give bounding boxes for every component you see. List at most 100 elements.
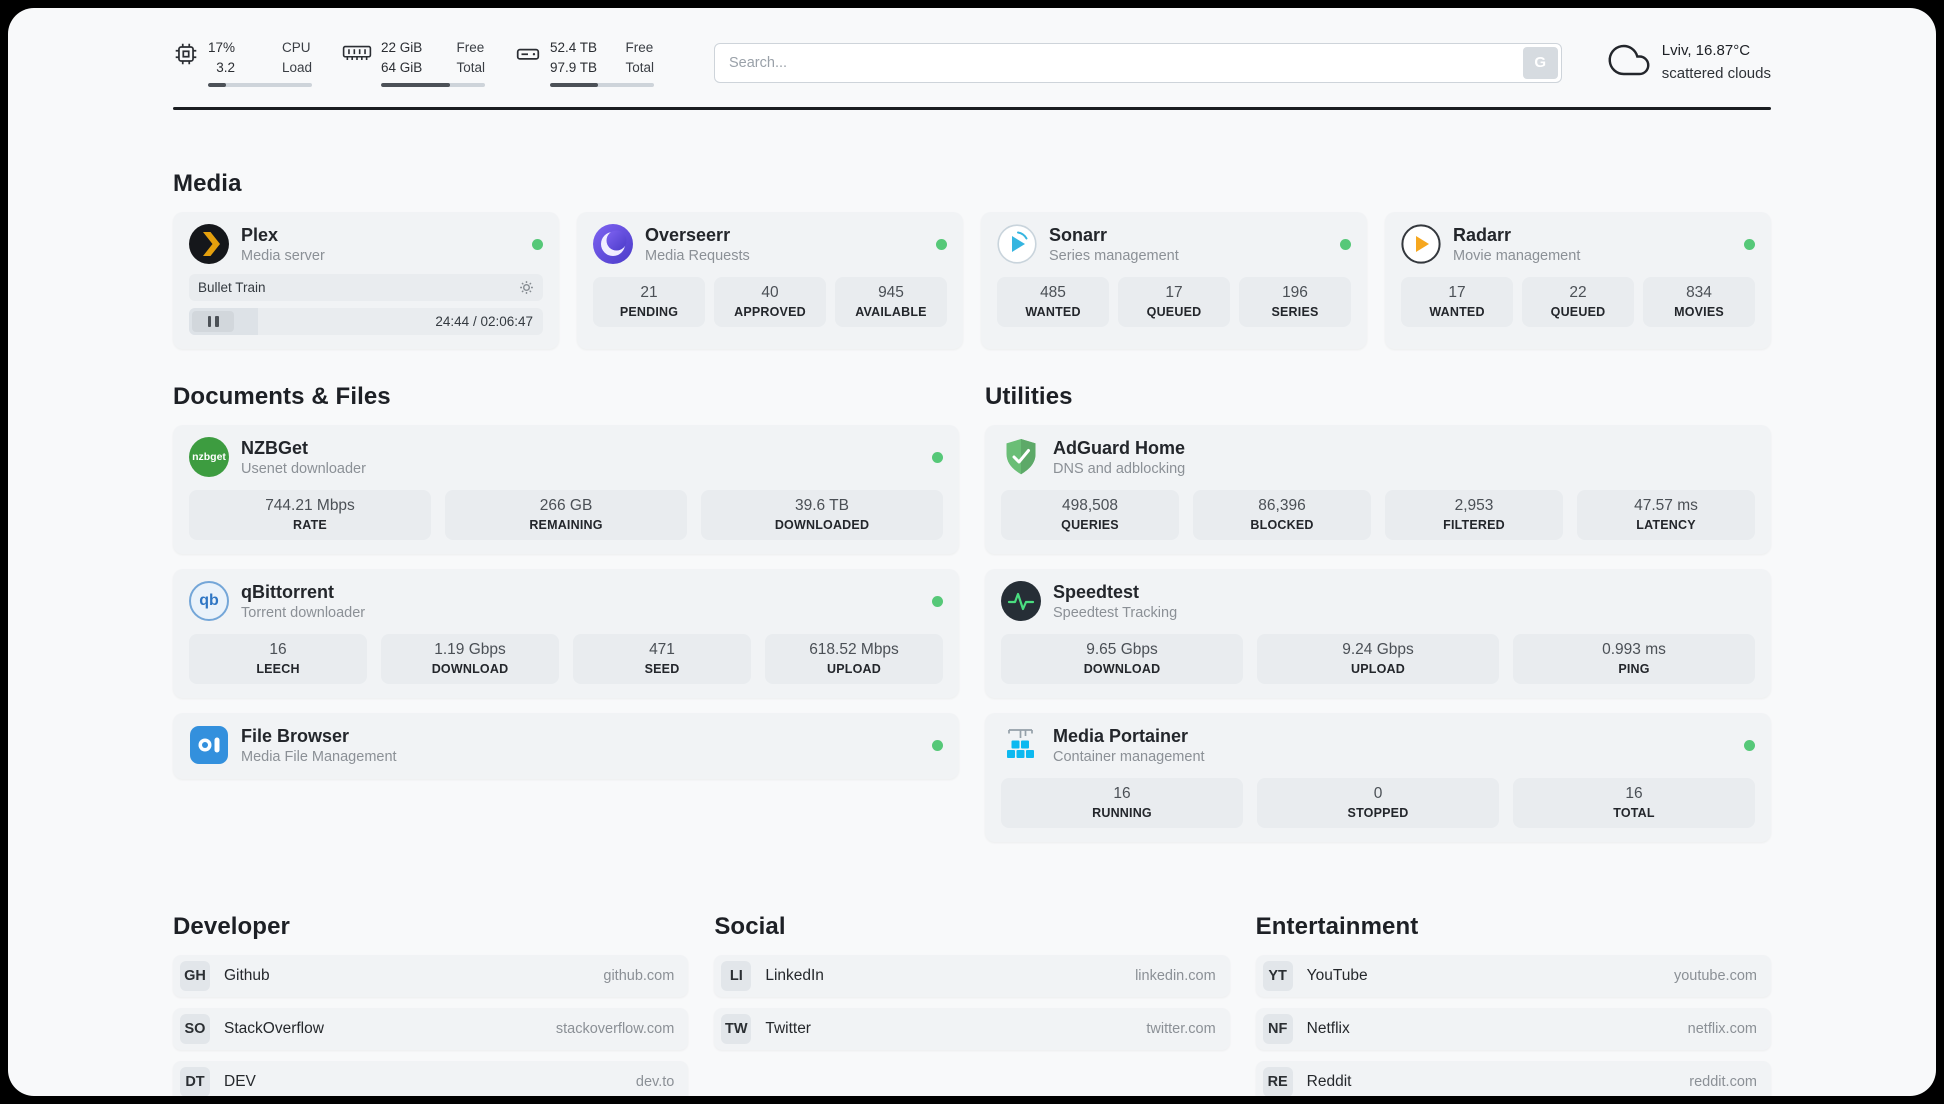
section-title-social: Social — [714, 913, 786, 941]
ram-free: 22 GiB — [381, 40, 423, 55]
app-card-nzbget[interactable]: nzbget NZBGet Usenet downloader 744.21 M… — [173, 425, 959, 555]
search-input[interactable] — [718, 54, 1523, 71]
bookmark-netflix[interactable]: NF Netflix netflix.com — [1255, 1008, 1771, 1051]
app-name: Plex — [241, 224, 279, 245]
plex-icon — [189, 224, 229, 265]
disk-icon — [515, 41, 541, 67]
header-divider — [173, 107, 1771, 111]
app-card-portainer[interactable]: Media Portainer Container management 16 R… — [985, 713, 1771, 843]
stat-downloaded: 39.6 TB DOWNLOADED — [701, 490, 943, 541]
stat-download: 9.65 Gbps DOWNLOAD — [1001, 634, 1243, 685]
dashboard-page: 17% 3.2 CPU Load — [8, 8, 1936, 1096]
stackoverflow-badge: SO — [180, 1014, 210, 1045]
stat-leech: 16 LEECH — [189, 634, 367, 685]
overseerr-icon — [593, 224, 633, 265]
filebrowser-icon — [189, 725, 229, 765]
app-subtitle: Container management — [1053, 748, 1205, 765]
stat-remaining: 266 GB REMAINING — [445, 490, 687, 541]
cpu-widget: 17% 3.2 CPU Load — [173, 38, 312, 88]
bookmark-stackoverflow[interactable]: SO StackOverflow stackoverflow.com — [173, 1008, 689, 1051]
stat-queued: 17 QUEUED — [1118, 277, 1230, 328]
reddit-badge: RE — [1262, 1067, 1293, 1096]
bookmark-github[interactable]: GH Github github.com — [173, 955, 689, 998]
disk-free: 52.4 TB — [550, 40, 598, 55]
app-card-qbittorrent[interactable]: qb qBittorrent Torrent downloader 16 LEEC… — [173, 569, 959, 699]
pause-button[interactable] — [192, 311, 234, 333]
portainer-icon — [1001, 725, 1041, 765]
stat-available: 945 AVAILABLE — [835, 277, 947, 328]
player-progress-bar[interactable]: 24:44 / 02:06:47 — [189, 308, 543, 336]
cpu-progress-bar — [208, 83, 312, 88]
stat-download: 1.19 Gbps DOWNLOAD — [381, 634, 559, 685]
player-time: 24:44 / 02:06:47 — [435, 314, 533, 330]
weather-location-temp: Lviv, 16.87°C — [1661, 42, 1751, 60]
app-card-sonarr[interactable]: Sonarr Series management 485 WANTED 17 QUE… — [981, 212, 1367, 350]
app-name: Sonarr — [1049, 224, 1108, 245]
bookmark-youtube[interactable]: YT YouTube youtube.com — [1255, 955, 1771, 998]
twitter-badge: TW — [721, 1014, 752, 1045]
ram-progress-bar — [381, 83, 485, 88]
cloud-icon — [1608, 39, 1650, 86]
status-dot — [932, 595, 943, 607]
app-subtitle: DNS and adblocking — [1053, 460, 1186, 477]
app-card-radarr[interactable]: Radarr Movie management 17 WANTED 22 QUEUE… — [1385, 212, 1771, 350]
ram-total-label: Total — [456, 59, 485, 75]
stat-seed: 471 SEED — [573, 634, 751, 685]
section-title-documents: Documents & Files — [173, 383, 391, 411]
app-subtitle: Media Requests — [645, 247, 750, 264]
stat-total: 16 TOTAL — [1513, 778, 1755, 829]
stat-queued: 22 QUEUED — [1522, 277, 1634, 328]
disk-progress-bar — [550, 83, 654, 88]
app-card-overseerr[interactable]: Overseerr Media Requests 21 PENDING 40 APP… — [577, 212, 963, 350]
app-subtitle: Torrent downloader — [241, 604, 366, 621]
app-card-filebrowser[interactable]: File Browser Media File Management — [173, 713, 959, 780]
app-subtitle: Speedtest Tracking — [1053, 604, 1178, 621]
cpu-label: CPU — [281, 40, 311, 55]
search-engine-button[interactable]: G — [1522, 46, 1558, 79]
stat-blocked: 86,396 BLOCKED — [1193, 490, 1371, 541]
stat-queries: 498,508 QUERIES — [1001, 490, 1179, 541]
ram-icon — [342, 41, 372, 65]
bookmark-linkedin[interactable]: LI LinkedIn linkedin.com — [714, 955, 1230, 998]
stat-filtered: 2,953 FILTERED — [1385, 490, 1563, 541]
stat-series: 196 SERIES — [1239, 277, 1351, 328]
stat-pending: 21 PENDING — [593, 277, 705, 328]
app-name: Radarr — [1453, 224, 1512, 245]
app-card-speedtest[interactable]: Speedtest Speedtest Tracking 9.65 Gbps DO… — [985, 569, 1771, 699]
bookmark-twitter[interactable]: TW Twitter twitter.com — [714, 1008, 1230, 1051]
now-playing-widget: Bullet Train 24:44 / 02:06:47 — [189, 274, 543, 336]
app-name: qBittorrent — [241, 581, 334, 602]
disk-total-label: Total — [625, 59, 654, 75]
disk-free-label: Free — [625, 40, 654, 55]
stat-latency: 47.57 ms LATENCY — [1577, 490, 1755, 541]
app-subtitle: Series management — [1049, 247, 1179, 264]
stat-wanted: 485 WANTED — [997, 277, 1109, 328]
qbittorrent-icon: qb — [189, 581, 229, 622]
cpu-icon — [173, 41, 199, 67]
dev-badge: DT — [180, 1067, 210, 1096]
stat-wanted: 17 WANTED — [1401, 277, 1513, 328]
ram-total: 64 GiB — [381, 59, 423, 75]
app-name: AdGuard Home — [1053, 437, 1186, 458]
app-subtitle: Media File Management — [241, 748, 397, 765]
app-card-adguard[interactable]: AdGuard Home DNS and adblocking 498,508 Q… — [985, 425, 1771, 555]
app-subtitle: Usenet downloader — [241, 460, 366, 477]
stat-upload: 618.52 Mbps UPLOAD — [765, 634, 943, 685]
stat-rate: 744.21 Mbps RATE — [189, 490, 431, 541]
bookmark-dev[interactable]: DT DEV dev.to — [173, 1061, 689, 1096]
gear-icon[interactable] — [519, 280, 534, 295]
app-name: File Browser — [241, 725, 350, 746]
adguard-icon — [1001, 437, 1041, 477]
cpu-percent: 17% — [208, 40, 236, 55]
now-playing-title: Bullet Train — [198, 280, 266, 296]
stat-stopped: 0 STOPPED — [1257, 778, 1499, 829]
stat-movies: 834 MOVIES — [1643, 277, 1755, 328]
status-dot — [932, 451, 943, 463]
ram-free-label: Free — [456, 40, 485, 55]
app-card-plex[interactable]: Plex Media server Bullet Train — [173, 212, 559, 350]
app-name: Overseerr — [645, 224, 731, 245]
top-bar: 17% 3.2 CPU Load — [173, 38, 1771, 88]
bookmark-reddit[interactable]: RE Reddit reddit.com — [1255, 1061, 1771, 1096]
status-dot — [1340, 238, 1351, 250]
section-title-utilities: Utilities — [985, 383, 1073, 411]
